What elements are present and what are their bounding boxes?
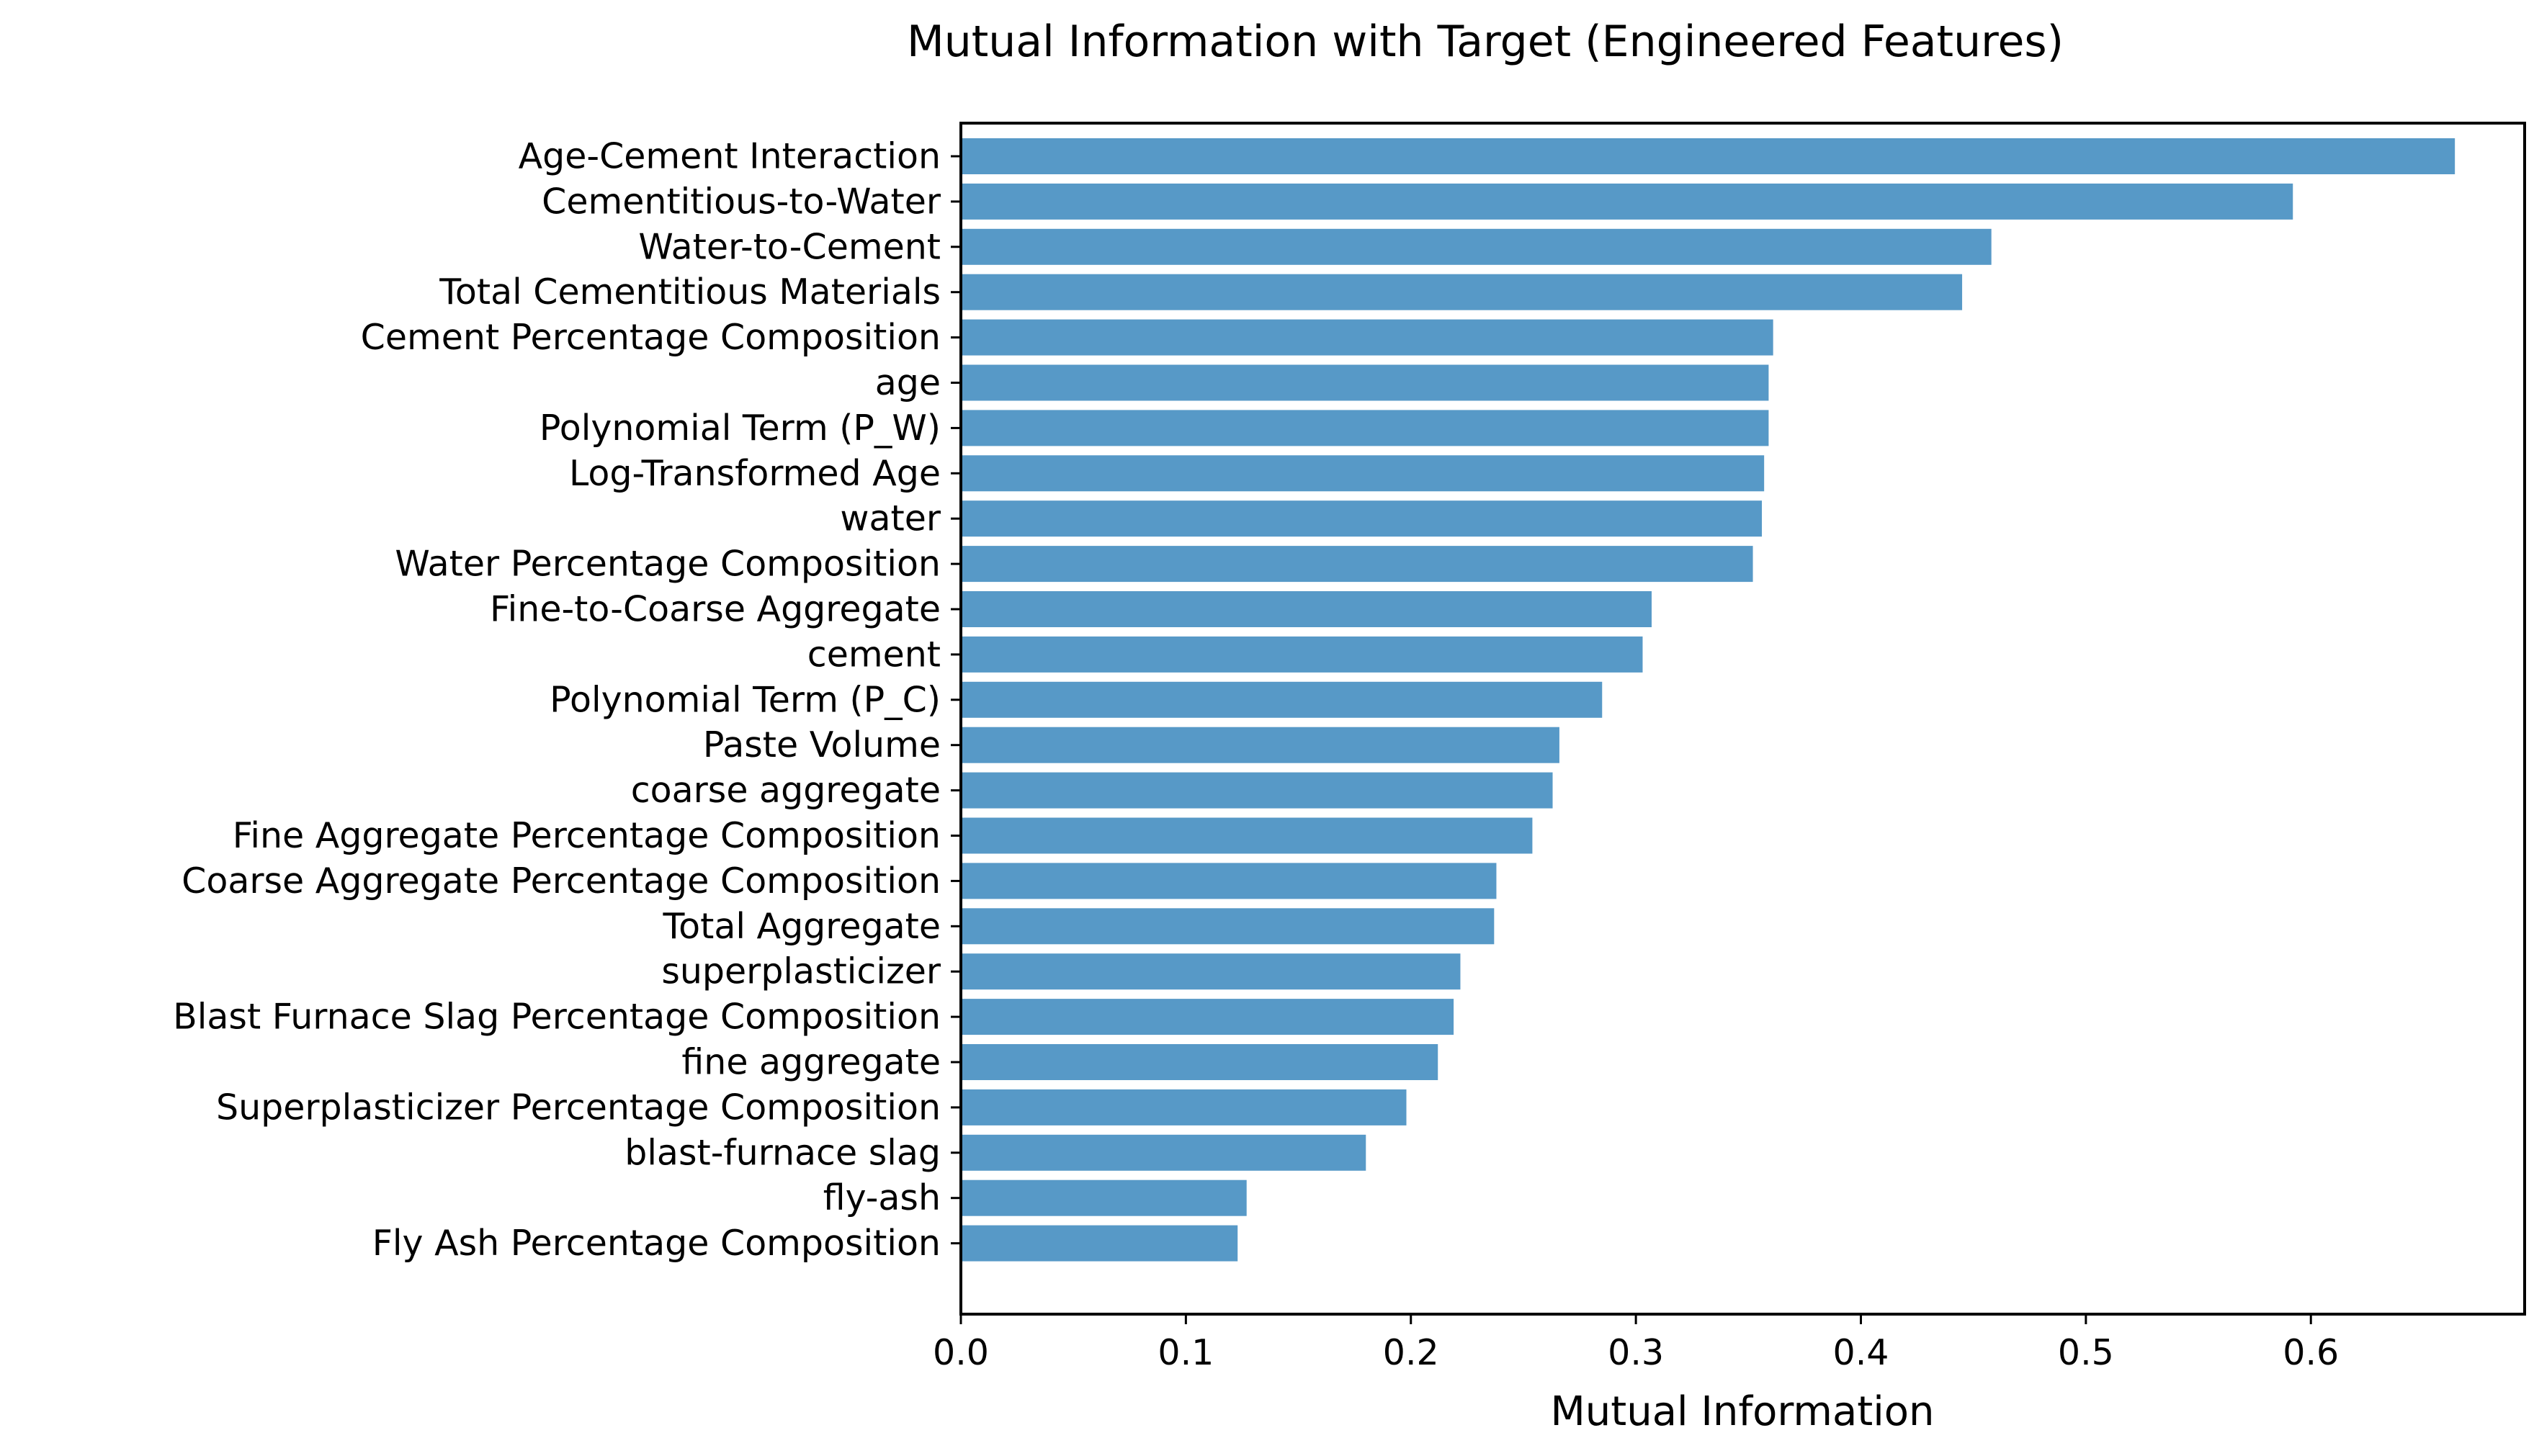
- x-tick-label: 0.1: [1158, 1332, 1214, 1373]
- y-tick-label: cement: [807, 634, 941, 675]
- y-tick-label: water: [840, 498, 941, 539]
- bar: [961, 863, 1497, 899]
- y-tick-label: Paste Volume: [703, 724, 941, 765]
- y-tick-label: Age-Cement Interaction: [519, 136, 941, 177]
- y-tick-label: Polynomial Term (P_W): [540, 408, 941, 449]
- y-tick-label: Fine Aggregate Percentage Composition: [233, 815, 941, 856]
- y-tick-label: Log-Transformed Age: [569, 453, 941, 494]
- bar: [961, 319, 1773, 356]
- bar: [961, 727, 1559, 763]
- bar: [961, 817, 1533, 854]
- y-tick-label: blast-furnace slag: [624, 1132, 941, 1173]
- y-tick-labels: Age-Cement InteractionCementitious-to-Wa…: [173, 136, 961, 1264]
- bar: [961, 138, 2455, 174]
- bar: [961, 1225, 1238, 1262]
- y-tick-label: superplasticizer: [661, 951, 941, 992]
- y-tick-label: Total Aggregate: [663, 906, 941, 947]
- bar: [961, 953, 1461, 990]
- y-tick-label: Water Percentage Composition: [395, 544, 941, 585]
- plot-frame: [959, 122, 2526, 1316]
- y-tick-label: fly-ash: [823, 1177, 941, 1218]
- bar: [961, 500, 1763, 537]
- bar: [961, 772, 1553, 809]
- y-tick-label: fine aggregate: [681, 1042, 941, 1083]
- bar: [961, 274, 1963, 310]
- bar: [961, 364, 1769, 401]
- x-tick-label: 0.6: [2283, 1332, 2339, 1373]
- bar: [961, 1179, 1247, 1216]
- x-axis-label: Mutual Information: [1550, 1388, 1934, 1435]
- bar: [961, 636, 1643, 673]
- bar: [961, 546, 1753, 583]
- bar: [961, 455, 1765, 492]
- bar: [961, 908, 1495, 945]
- y-tick-label: age: [875, 362, 941, 403]
- y-tick-label: Total Cementitious Materials: [439, 271, 941, 313]
- x-tick-label: 0.4: [1833, 1332, 1889, 1373]
- bar: [961, 183, 2293, 220]
- bar: [961, 999, 1454, 1035]
- bar: [961, 1044, 1438, 1080]
- x-tick-label: 0.2: [1383, 1332, 1439, 1373]
- y-tick-label: Polynomial Term (P_C): [550, 679, 941, 720]
- y-tick-label: Coarse Aggregate Percentage Composition: [182, 860, 941, 902]
- y-tick-label: Cement Percentage Composition: [361, 317, 941, 358]
- x-tick-label: 0.0: [933, 1332, 989, 1373]
- bar: [961, 228, 1992, 265]
- bar: [961, 1089, 1407, 1125]
- y-tick-label: coarse aggregate: [631, 770, 941, 811]
- x-tick-label: 0.5: [2058, 1332, 2114, 1373]
- chart-title: Mutual Information with Target (Engineer…: [907, 17, 2064, 67]
- x-tick-label: 0.3: [1608, 1332, 1664, 1373]
- x-axis: 0.0 0.1 0.2 0.3 0.4 0.5 0.6: [933, 1314, 2339, 1373]
- bars-layer: [961, 138, 2455, 1262]
- y-tick-label: Cementitious-to-Water: [542, 181, 941, 222]
- bar: [961, 410, 1769, 446]
- y-tick-label: Fine-to-Coarse Aggregate: [490, 589, 941, 630]
- y-tick-label: Blast Furnace Slag Percentage Compositio…: [173, 997, 941, 1038]
- y-tick-label: Water-to-Cement: [638, 226, 941, 267]
- bar: [961, 681, 1603, 718]
- y-tick-label: Superplasticizer Percentage Composition: [216, 1087, 941, 1128]
- bar: [961, 1134, 1366, 1171]
- y-tick-label: Fly Ash Percentage Composition: [372, 1223, 941, 1264]
- bar: [961, 591, 1652, 627]
